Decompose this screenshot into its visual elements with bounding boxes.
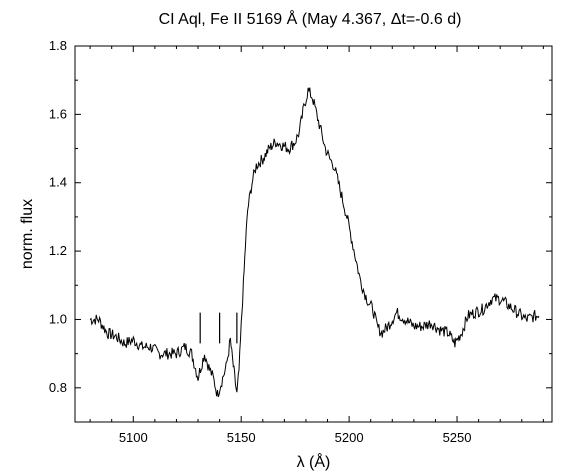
y-tick-label: 1.6 (49, 106, 67, 121)
y-tick-label: 1.8 (49, 38, 67, 53)
y-tick-label: 1.0 (49, 311, 67, 326)
line-markers (199, 312, 238, 344)
x-tick-label: 5150 (227, 430, 256, 445)
chart-title: CI Aql, Fe II 5169 Å (May 4.367, Δt=-0.6… (159, 9, 462, 28)
y-tick-label: 0.8 (49, 380, 67, 395)
plot-frame (74, 45, 553, 423)
y-tick-label: 1.4 (49, 175, 67, 190)
y-tick-label: 1.2 (49, 243, 67, 258)
x-tick-label: 5100 (119, 430, 148, 445)
x-axis-label: λ (Å) (297, 452, 331, 471)
spectrum-line (89, 87, 540, 398)
x-tick-label: 5250 (443, 430, 472, 445)
y-axis-label: norm. flux (19, 199, 36, 269)
x-tick-label: 5200 (335, 430, 364, 445)
axis-ticks: 5100 5150 5200 5250 0.8 1.0 1.2 1.4 1.6 1.8 (49, 38, 552, 445)
